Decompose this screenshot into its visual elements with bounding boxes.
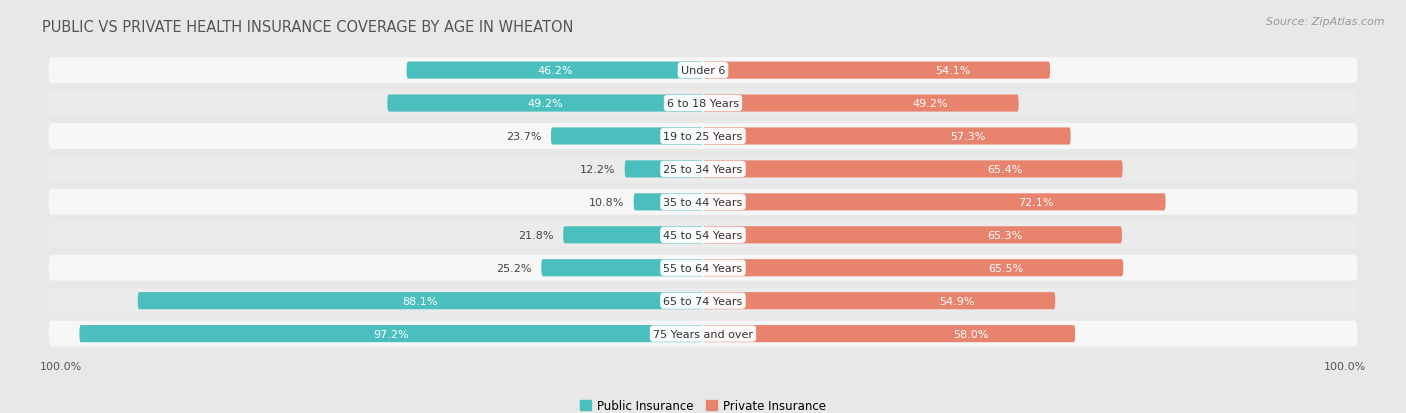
FancyBboxPatch shape	[49, 288, 1357, 314]
FancyBboxPatch shape	[541, 259, 703, 277]
FancyBboxPatch shape	[49, 157, 1357, 182]
Text: PUBLIC VS PRIVATE HEALTH INSURANCE COVERAGE BY AGE IN WHEATON: PUBLIC VS PRIVATE HEALTH INSURANCE COVER…	[42, 20, 574, 35]
Text: 46.2%: 46.2%	[537, 66, 572, 76]
FancyBboxPatch shape	[703, 194, 1166, 211]
Text: 12.2%: 12.2%	[579, 164, 614, 175]
FancyBboxPatch shape	[551, 128, 703, 145]
Text: 21.8%: 21.8%	[517, 230, 554, 240]
FancyBboxPatch shape	[49, 255, 1357, 281]
FancyBboxPatch shape	[703, 325, 1076, 342]
Text: 65.5%: 65.5%	[988, 263, 1024, 273]
FancyBboxPatch shape	[703, 62, 1050, 79]
Text: 58.0%: 58.0%	[953, 329, 988, 339]
Legend: Public Insurance, Private Insurance: Public Insurance, Private Insurance	[575, 394, 831, 413]
FancyBboxPatch shape	[49, 91, 1357, 116]
FancyBboxPatch shape	[387, 95, 703, 112]
FancyBboxPatch shape	[49, 321, 1357, 347]
Text: 54.9%: 54.9%	[939, 296, 974, 306]
FancyBboxPatch shape	[49, 58, 1357, 84]
FancyBboxPatch shape	[49, 223, 1357, 248]
FancyBboxPatch shape	[703, 259, 1123, 277]
Text: 55 to 64 Years: 55 to 64 Years	[664, 263, 742, 273]
FancyBboxPatch shape	[634, 194, 703, 211]
Text: 57.3%: 57.3%	[950, 132, 986, 142]
Text: 65.4%: 65.4%	[987, 164, 1022, 175]
FancyBboxPatch shape	[703, 292, 1056, 309]
Text: 72.1%: 72.1%	[1018, 197, 1054, 207]
FancyBboxPatch shape	[703, 128, 1070, 145]
Text: 75 Years and over: 75 Years and over	[652, 329, 754, 339]
Text: 25 to 34 Years: 25 to 34 Years	[664, 164, 742, 175]
Text: 65 to 74 Years: 65 to 74 Years	[664, 296, 742, 306]
Text: Source: ZipAtlas.com: Source: ZipAtlas.com	[1267, 17, 1385, 26]
FancyBboxPatch shape	[703, 227, 1122, 244]
Text: 35 to 44 Years: 35 to 44 Years	[664, 197, 742, 207]
FancyBboxPatch shape	[564, 227, 703, 244]
Text: 54.1%: 54.1%	[935, 66, 970, 76]
Text: 65.3%: 65.3%	[987, 230, 1022, 240]
Text: 97.2%: 97.2%	[374, 329, 409, 339]
Text: Under 6: Under 6	[681, 66, 725, 76]
FancyBboxPatch shape	[703, 95, 1019, 112]
FancyBboxPatch shape	[138, 292, 703, 309]
Text: 10.8%: 10.8%	[589, 197, 624, 207]
Text: 23.7%: 23.7%	[506, 132, 541, 142]
Text: 45 to 54 Years: 45 to 54 Years	[664, 230, 742, 240]
Text: 88.1%: 88.1%	[402, 296, 439, 306]
FancyBboxPatch shape	[49, 124, 1357, 150]
Text: 49.2%: 49.2%	[527, 99, 562, 109]
Text: 19 to 25 Years: 19 to 25 Years	[664, 132, 742, 142]
FancyBboxPatch shape	[406, 62, 703, 79]
Text: 6 to 18 Years: 6 to 18 Years	[666, 99, 740, 109]
Text: 25.2%: 25.2%	[496, 263, 531, 273]
FancyBboxPatch shape	[703, 161, 1122, 178]
FancyBboxPatch shape	[624, 161, 703, 178]
FancyBboxPatch shape	[79, 325, 703, 342]
Text: 49.2%: 49.2%	[912, 99, 948, 109]
FancyBboxPatch shape	[49, 190, 1357, 215]
